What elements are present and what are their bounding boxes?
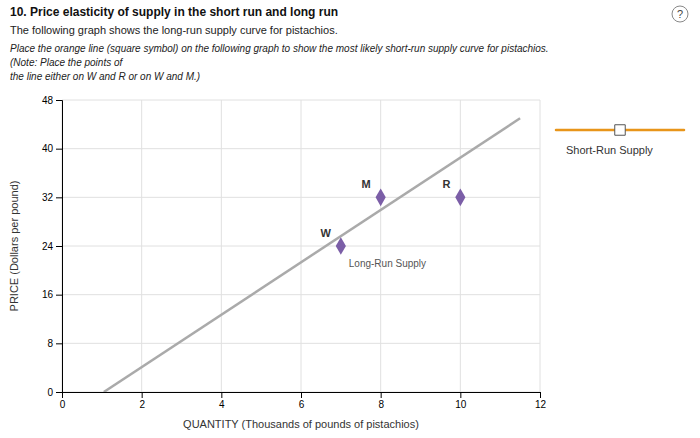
tick-mark [460, 392, 461, 398]
point [376, 189, 386, 207]
x-axis-title: QUANTITY (Thousands of pounds of pistach… [183, 418, 419, 430]
help-icon: ? [672, 6, 688, 22]
grid-line [62, 294, 540, 295]
tick: 16 [42, 289, 62, 300]
tick: 40 [42, 143, 62, 154]
subtitle: (Note: Place the points of [10, 57, 124, 68]
tick: 2 [139, 392, 145, 410]
tick-label: 2 [139, 399, 145, 410]
axis-line [56, 101, 63, 393]
y-axis: 0 8 16 24 32 40 48 [42, 95, 63, 398]
point-label: R [442, 178, 450, 190]
tick-mark [56, 197, 62, 198]
grid-line [62, 246, 540, 247]
y-axis-title: PRICE (Dollars per pound) [8, 181, 20, 312]
tick: 8 [378, 392, 384, 410]
point [455, 189, 465, 207]
grid-line [62, 197, 540, 198]
tick-mark [56, 295, 62, 296]
line [104, 118, 520, 392]
tick-label: 0 [60, 399, 66, 410]
legend-marker [615, 125, 625, 135]
tick-label: 32 [42, 192, 54, 203]
help-icon-circle [672, 6, 688, 22]
point [336, 237, 346, 255]
axis-line [63, 393, 541, 399]
grid-line [62, 343, 540, 344]
tick: 32 [42, 192, 62, 203]
tick-mark [301, 392, 302, 398]
tick-mark [221, 392, 222, 398]
subtitle: Place the orange line (square symbol) on… [10, 43, 549, 54]
tick-label: 16 [42, 289, 54, 300]
grid-line [62, 148, 540, 149]
subtitle: the line either on W and R or on W and M… [10, 71, 200, 82]
legend: Short-Run Supply [556, 125, 684, 156]
tick: 24 [42, 241, 62, 252]
tick: 0 [47, 387, 62, 398]
tick: 0 [60, 392, 66, 410]
tick-mark [56, 149, 62, 150]
tick-label: 8 [378, 399, 384, 410]
tick: 4 [219, 392, 225, 410]
tick-label: 48 [42, 95, 54, 106]
tick-mark [56, 343, 62, 344]
x-axis: 0 2 4 6 8 10 12 [60, 392, 547, 410]
annotation: Long-Run Supply [349, 258, 426, 269]
title: 10. Price elasticity of supply in the sh… [10, 5, 338, 19]
tick: 48 [42, 95, 62, 106]
tick: 6 [299, 392, 305, 410]
tick-label: 0 [47, 387, 53, 398]
tick-label: 40 [42, 143, 54, 154]
grid [62, 100, 540, 392]
tick-label: 4 [219, 399, 225, 410]
grid-line [62, 100, 540, 101]
point-label: M [361, 178, 370, 190]
tick: 12 [535, 392, 547, 410]
tick-label: 10 [455, 399, 467, 410]
tick-mark [56, 100, 62, 101]
tick-label: 6 [299, 399, 305, 410]
tick-mark [381, 392, 382, 398]
tick: 8 [47, 338, 62, 349]
point-labels: W M R [320, 178, 450, 239]
tick-mark [56, 392, 62, 393]
tick-label: 12 [535, 399, 547, 410]
legend-label: Short-Run Supply [566, 144, 653, 156]
tick-label: 24 [42, 241, 54, 252]
tick: 10 [455, 392, 467, 410]
tick-mark [540, 392, 541, 398]
help-icon-text: ? [677, 8, 683, 20]
plot-marks [104, 118, 520, 392]
tick-mark [142, 392, 143, 398]
point-label: W [320, 227, 331, 239]
tick-mark [56, 246, 62, 247]
chart: 10. Price elasticity of supply in the sh… [0, 0, 700, 438]
tick-label: 8 [47, 338, 53, 349]
subtitle: The following graph shows the long-run s… [10, 24, 338, 36]
